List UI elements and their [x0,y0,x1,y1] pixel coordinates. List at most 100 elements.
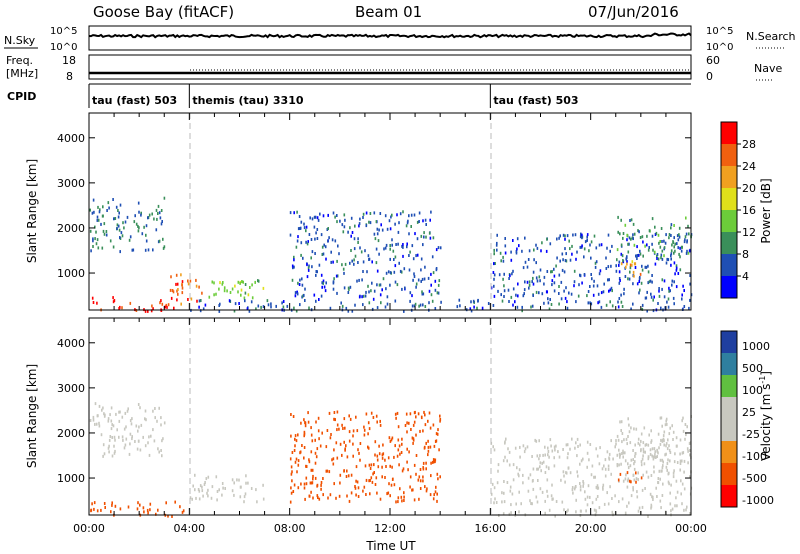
data-cell [604,458,607,462]
data-cell [122,221,124,225]
data-cell [112,296,114,300]
data-cell [676,490,679,494]
data-cell [164,305,166,309]
data-cell [92,418,95,422]
data-cell [518,490,520,494]
data-cell [174,500,176,504]
data-cell [649,492,652,496]
data-cell [670,226,672,230]
data-cell [201,489,204,493]
data-cell [425,461,427,465]
data-cell [668,432,671,436]
data-cell [622,236,624,240]
data-cell [571,437,573,441]
data-cell [641,264,643,268]
data-cell [629,263,632,267]
data-cell [129,419,132,423]
data-cell [532,467,535,471]
data-cell [679,468,681,472]
data-cell [175,273,178,277]
data-cell [643,462,646,466]
data-cell [673,469,675,473]
data-cell [163,196,166,200]
data-cell [614,494,616,498]
data-cell [376,306,379,310]
data-cell [400,270,403,274]
data-cell [216,498,218,502]
data-cell [595,260,598,264]
data-cell [135,424,138,428]
data-cell [299,450,302,454]
data-cell [647,248,650,252]
data-cell [415,254,417,258]
data-cell [650,295,653,299]
data-cell [673,251,675,255]
data-cell [618,297,621,300]
data-cell [551,497,553,501]
data-cell [119,203,122,207]
data-cell [351,231,354,234]
data-cell [670,263,672,267]
data-cell [429,218,431,222]
data-cell [504,455,506,459]
data-cell [314,237,316,241]
data-cell [388,219,391,223]
data-cell [544,499,546,503]
data-cell [376,283,378,287]
data-cell [417,412,420,416]
data-cell [555,264,557,268]
data-cell [618,277,621,280]
data-cell [316,447,319,451]
data-cell [384,214,387,218]
data-cell [556,256,558,260]
velocity-cells [89,402,693,518]
data-cell [242,280,244,284]
data-cell [92,415,95,419]
data-cell [408,254,410,257]
data-cell [590,302,593,306]
data-cell [621,440,623,444]
data-cell [374,453,376,457]
data-cell [619,453,621,457]
data-cell [237,280,240,284]
data-cell [652,248,654,252]
data-cell [656,254,658,258]
data-cell [156,419,158,423]
data-cell [657,302,659,305]
data-cell [320,487,322,491]
data-cell [114,438,116,442]
data-cell [637,253,640,257]
data-cell [517,294,519,298]
data-cell [296,210,298,214]
data-cell [673,280,675,284]
data-cell [432,236,435,240]
data-cell [332,280,335,284]
data-cell [94,237,96,241]
data-cell [637,441,640,445]
data-cell [626,504,628,508]
data-cell [574,233,577,237]
data-cell [508,512,511,516]
data-cell [528,283,531,287]
data-cell [669,491,671,495]
data-cell [406,221,409,225]
data-cell [585,509,587,513]
data-cell [602,290,605,294]
data-cell [219,281,221,285]
data-cell [542,453,544,457]
data-cell [689,298,691,302]
data-cell [316,270,318,274]
data-cell [593,234,596,238]
data-cell [368,463,371,467]
data-cell [663,295,666,299]
freq-left-label-1: Freq. [6,54,33,67]
data-cell [435,248,438,252]
data-cell [139,406,141,410]
data-cell [688,232,690,236]
data-cell [541,461,543,465]
data-cell [599,446,601,450]
data-cell [647,264,649,268]
data-cell [320,481,323,484]
data-cell [362,212,365,216]
data-cell [657,432,660,436]
